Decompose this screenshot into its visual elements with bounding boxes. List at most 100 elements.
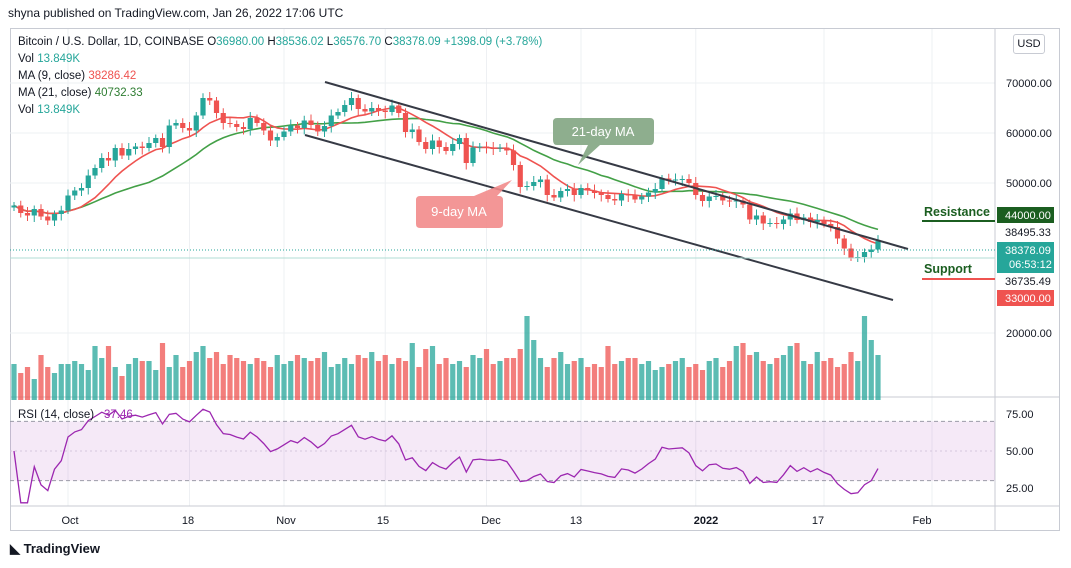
ma21-label: MA (21, close) xyxy=(18,87,92,99)
volume-bar xyxy=(585,367,591,400)
candle-body xyxy=(787,213,793,220)
candle-body xyxy=(281,131,287,137)
volume-bar xyxy=(753,352,760,400)
chart-frame xyxy=(10,28,1060,531)
upper-trendline xyxy=(324,81,909,250)
candle-body xyxy=(51,214,58,221)
candle-body xyxy=(38,209,44,217)
time-tick-label: Oct xyxy=(61,515,78,527)
volume-bar xyxy=(504,358,510,400)
candle-body xyxy=(45,216,51,221)
candle-body xyxy=(92,168,98,176)
candle-body xyxy=(409,129,415,132)
ma9-callout-text: 9-day MA xyxy=(431,204,487,219)
tradingview-logo: ◣ TradingView xyxy=(10,541,100,557)
change-value: +1398.09 (+3.78%) xyxy=(443,36,543,48)
volume-bar xyxy=(450,364,456,400)
candle-body xyxy=(200,98,206,116)
volume-bar xyxy=(612,364,618,400)
price-tick-label: 50000.00 xyxy=(1006,178,1052,190)
candle-body xyxy=(132,146,139,149)
candle-body xyxy=(672,179,679,181)
last-price-box xyxy=(997,242,1054,273)
support-price: 33000.00 xyxy=(1005,293,1051,305)
volume-bar xyxy=(247,364,253,400)
candle-body xyxy=(389,105,395,112)
candle-body xyxy=(240,127,247,129)
volume-bar xyxy=(456,361,463,400)
candle-body xyxy=(517,165,523,187)
candle-body xyxy=(679,179,685,180)
volume-bar xyxy=(119,376,125,400)
ma9-line xyxy=(13,107,879,245)
volume-bar xyxy=(281,364,287,400)
candle-body xyxy=(315,125,321,132)
close-value: 38378.09 xyxy=(392,36,441,48)
candle-body xyxy=(645,192,652,197)
volume-bar xyxy=(834,367,841,400)
volume-bar xyxy=(78,364,85,400)
close-label: C xyxy=(384,36,393,48)
volume-bar xyxy=(45,367,51,400)
chart-legend: Bitcoin / U.S. Dollar, 1D, COINBASE O369… xyxy=(18,34,542,119)
high-label: H xyxy=(267,36,276,48)
candle-body xyxy=(841,238,847,249)
volume-bar xyxy=(868,340,874,400)
candle-body xyxy=(470,147,476,163)
candle-body xyxy=(774,223,780,224)
candle-body xyxy=(193,115,199,131)
volume-bar xyxy=(510,358,517,400)
volume-bar xyxy=(180,367,186,400)
footer-brand: TradingView xyxy=(23,541,100,556)
candle-body xyxy=(456,138,463,144)
volume-bar xyxy=(544,367,550,400)
volume-bar xyxy=(483,349,490,400)
candle-body xyxy=(436,140,442,147)
candle-body xyxy=(558,191,564,198)
last-price-value: 38378.09 xyxy=(1005,245,1051,257)
ma9-label: MA (9, close) xyxy=(18,70,86,82)
volume-bar xyxy=(524,316,530,400)
candle-body xyxy=(126,149,132,156)
time-tick-label: 17 xyxy=(812,515,824,527)
volume-bar xyxy=(389,364,395,400)
volume-bar xyxy=(699,370,706,400)
volume-bar xyxy=(166,367,172,400)
volume-bar xyxy=(416,367,422,400)
volume-bar xyxy=(186,361,193,400)
volume-bar xyxy=(213,352,220,400)
candle-body xyxy=(274,137,280,141)
candle-body xyxy=(119,148,125,156)
lower-trendline xyxy=(304,134,894,301)
volume-bar xyxy=(470,355,476,400)
volume-bar xyxy=(24,367,31,400)
volume-bar xyxy=(207,358,213,400)
rsi-tick-label: 75.00 xyxy=(1006,409,1034,421)
time-tick-label: 15 xyxy=(377,515,389,527)
volume-bar xyxy=(443,358,449,400)
candle-body xyxy=(618,194,625,201)
volume-bar xyxy=(139,361,145,400)
rsi-tick-label: 50.00 xyxy=(1006,446,1034,458)
volume-bar xyxy=(639,364,645,400)
candle-body xyxy=(463,138,469,163)
volume-bar xyxy=(382,355,388,400)
candle-body xyxy=(72,190,78,196)
candle-body xyxy=(861,252,868,257)
volume-bar xyxy=(355,355,361,400)
currency-button[interactable]: USD xyxy=(1013,34,1045,54)
volume-bar xyxy=(693,364,699,400)
volume-bar xyxy=(342,358,348,400)
candle-body xyxy=(848,248,854,258)
candle-body xyxy=(342,105,348,112)
ma9-value: 38286.42 xyxy=(88,70,137,82)
volume-bar xyxy=(153,370,159,400)
volume-bar xyxy=(294,355,301,400)
candle-body xyxy=(531,182,537,186)
candle-body xyxy=(490,148,496,149)
volume-bar xyxy=(105,346,112,400)
volume-bar xyxy=(85,370,91,400)
open-value: 36980.00 xyxy=(216,36,265,48)
candle-body xyxy=(24,213,31,216)
